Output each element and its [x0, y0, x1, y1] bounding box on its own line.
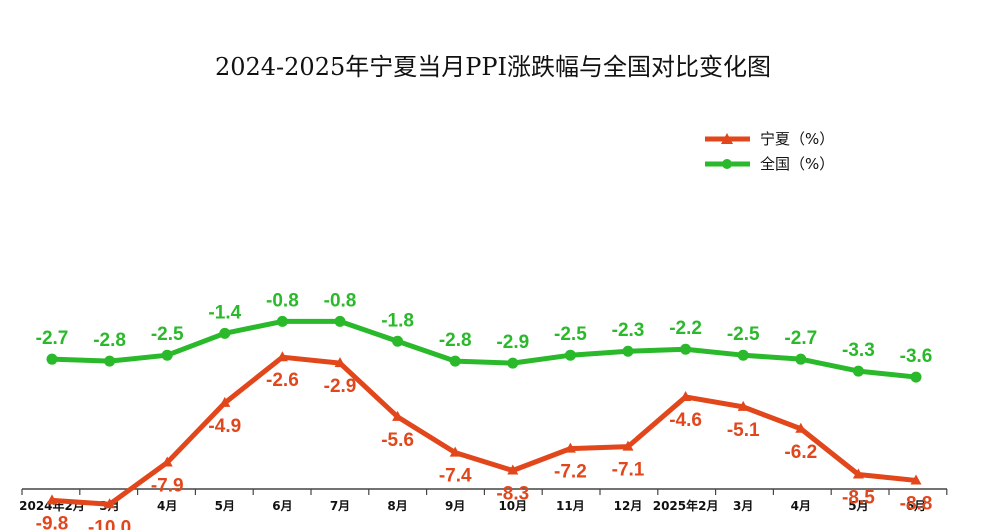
x-tick-label: 9月	[445, 499, 465, 513]
x-tick-label: 4月	[157, 499, 177, 513]
x-tick-label: 2025年2月	[653, 498, 719, 513]
data-label: -4.9	[208, 416, 241, 437]
data-label: -3.6	[900, 346, 933, 367]
data-label: -3.3	[842, 340, 875, 361]
data-point	[392, 335, 404, 347]
data-point	[795, 353, 807, 365]
data-label: -2.9	[324, 376, 357, 397]
data-point	[334, 357, 346, 368]
data-label: -1.4	[208, 302, 241, 323]
legend: 宁夏（%） 全国（%）	[705, 130, 834, 173]
data-point	[46, 494, 58, 505]
data-label: -7.9	[151, 476, 184, 497]
x-tick-label: 5月	[215, 499, 235, 513]
x-tick-label: 5月	[848, 499, 868, 513]
legend-item-ningxia: 宁夏（%）	[705, 130, 834, 148]
data-point	[392, 410, 404, 421]
data-label: -2.7	[36, 328, 69, 349]
x-tick-label: 8月	[387, 499, 407, 513]
x-tick-label: 7月	[330, 499, 350, 513]
data-point	[161, 349, 173, 361]
data-point	[910, 474, 922, 485]
data-label: -2.5	[727, 324, 760, 345]
data-label: -2.7	[784, 328, 817, 349]
data-label: -7.2	[554, 462, 587, 483]
data-point	[737, 349, 749, 361]
data-label: -8.5	[842, 487, 875, 508]
series-national: -2.7 -2.8 -2.5 -1.4 -0.8 -0.8 -1.8 -2.8 -2.9 -2.5…	[36, 290, 933, 383]
data-label: -0.8	[324, 290, 357, 311]
data-label: -2.5	[151, 324, 184, 345]
circle-marker-icon	[722, 159, 732, 169]
data-point	[276, 315, 288, 327]
legend-label-national: 全国（%）	[760, 155, 834, 173]
data-label: -2.6	[266, 370, 299, 391]
data-label: -8.8	[900, 493, 933, 514]
x-tick-label: 4月	[791, 499, 811, 513]
data-point	[622, 345, 634, 357]
series-line-ningxia	[49, 354, 919, 507]
x-tick-label: 11月	[556, 499, 585, 513]
series-layer: -9.8 -10.0 -7.9 -4.9 -2.6 -2.9 -5.6 -7.4 -8.3 -7.…	[36, 290, 933, 530]
data-label: -6.2	[784, 442, 817, 463]
data-point	[104, 355, 116, 367]
data-label: -0.8	[266, 290, 299, 311]
data-point	[564, 442, 576, 453]
data-point	[910, 371, 922, 383]
data-point	[795, 422, 807, 433]
data-point	[276, 351, 288, 362]
data-label: -2.3	[612, 320, 645, 341]
data-label: -7.4	[439, 466, 472, 487]
data-label: -1.8	[381, 310, 414, 331]
data-point	[334, 315, 346, 327]
data-label: -9.8	[36, 513, 69, 530]
x-tick-label: 12月	[614, 499, 643, 513]
data-point	[680, 343, 692, 355]
x-tick-label: 6月	[272, 499, 292, 513]
x-tick-label: 6月	[906, 499, 926, 513]
data-label: -7.1	[612, 460, 645, 481]
data-point	[104, 498, 116, 509]
data-label: -10.0	[88, 517, 131, 530]
series-line-national	[49, 318, 919, 380]
data-label: -5.6	[381, 430, 414, 451]
data-label: -2.2	[669, 318, 702, 339]
series-ningxia: -9.8 -10.0 -7.9 -4.9 -2.6 -2.9 -5.6 -7.4 -8.3 -7.…	[36, 351, 933, 530]
x-tick-label: 10月	[498, 499, 527, 513]
data-point	[46, 353, 58, 365]
data-label: -8.3	[496, 484, 529, 505]
legend-label-ningxia: 宁夏（%）	[760, 130, 834, 148]
data-point	[680, 390, 692, 401]
data-point	[507, 464, 519, 475]
data-label: -4.6	[669, 410, 702, 431]
data-label: -2.8	[93, 330, 126, 351]
legend-item-national: 全国（%）	[705, 155, 834, 173]
data-point	[219, 327, 231, 339]
data-point	[449, 446, 461, 457]
data-label: -2.5	[554, 324, 587, 345]
x-tick-label: 3月	[733, 499, 753, 513]
data-label: -2.9	[496, 332, 529, 353]
data-point	[219, 396, 231, 407]
data-point	[622, 440, 634, 451]
triangle-marker-icon	[721, 133, 733, 144]
data-point	[737, 400, 749, 411]
chart-title: 2024-2025年宁夏当月PPI涨跌幅与全国对比变化图	[215, 53, 771, 81]
data-point	[507, 357, 519, 369]
data-point	[852, 365, 864, 377]
data-point	[449, 355, 461, 367]
data-label: -5.1	[727, 420, 760, 441]
data-point	[161, 456, 173, 467]
data-point	[852, 468, 864, 479]
data-point	[564, 349, 576, 361]
data-label: -2.8	[439, 330, 472, 351]
